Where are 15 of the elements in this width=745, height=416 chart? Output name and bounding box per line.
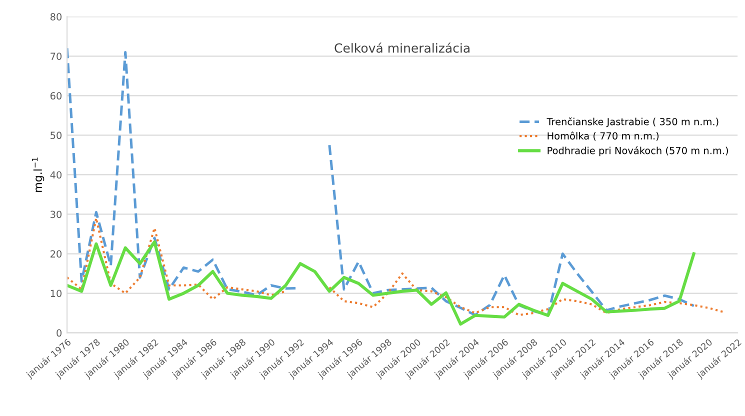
legend-label: Homôlka ( 770 m n.m.)	[548, 132, 659, 141]
text: Celková mineralizácia	[334, 42, 470, 53]
y-tick-label: 40	[50, 171, 62, 179]
y-tick-label: 30	[50, 210, 62, 218]
legend-label: Trenčianske Jastrabie ( 350 m n.m.)	[546, 117, 718, 128]
y-tick-label: 10	[50, 290, 62, 298]
y-axis-title: mg.l$^{−1}$	[32, 158, 44, 192]
y-tick-label: 20	[50, 250, 62, 258]
y-tick-label: 60	[50, 92, 62, 100]
y-tick-label: 80	[50, 13, 62, 20]
y-tick-label: 70	[50, 52, 62, 60]
line-series	[67, 240, 696, 326]
legend-label: Podhradie pri Novákoch (570 m n.m.)	[548, 146, 728, 156]
y-tick-label: 0	[56, 329, 62, 337]
y-tick-label: 50	[50, 132, 62, 140]
